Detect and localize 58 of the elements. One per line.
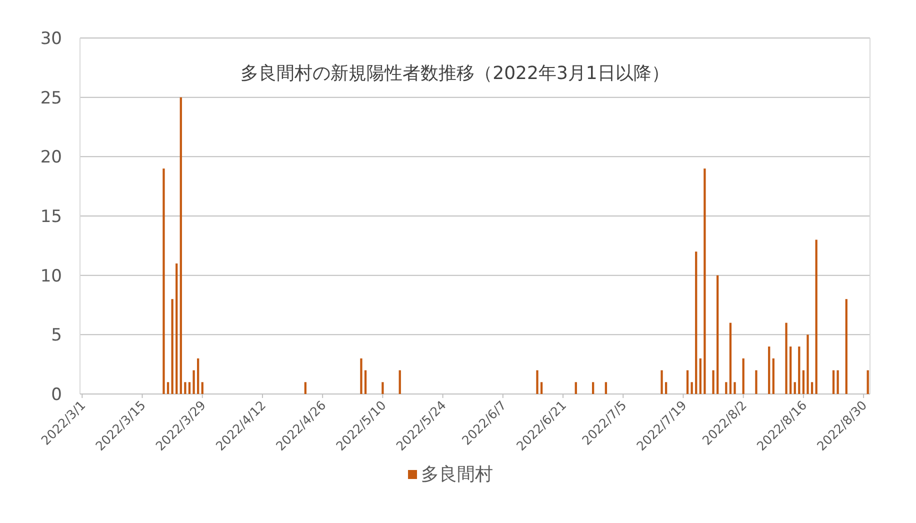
- bar: [845, 299, 848, 394]
- bar: [725, 382, 728, 394]
- bar: [815, 240, 818, 394]
- bar: [712, 370, 714, 394]
- bar: [304, 382, 306, 394]
- bar: [166, 382, 170, 394]
- bar: [734, 382, 736, 394]
- y-tick-label: 5: [51, 326, 62, 346]
- bar: [592, 382, 594, 394]
- bar: [382, 382, 384, 394]
- bar: [686, 370, 689, 394]
- y-tick-label: 15: [40, 207, 62, 227]
- y-tick-label: 20: [40, 148, 62, 168]
- bar: [604, 382, 608, 394]
- bar: [364, 370, 367, 394]
- bar: [742, 358, 744, 394]
- bar: [789, 346, 792, 394]
- y-tick-label: 30: [40, 29, 62, 49]
- bar: [836, 370, 839, 394]
- bar: [802, 370, 805, 394]
- bar: [398, 370, 401, 394]
- bar: [806, 334, 809, 394]
- legend: 多良間村: [408, 464, 493, 485]
- bar: [188, 382, 191, 394]
- bar: [699, 358, 702, 394]
- bar: [704, 168, 706, 394]
- bar: [184, 382, 186, 394]
- bar: [180, 97, 182, 394]
- bar: [201, 382, 204, 394]
- bar: [162, 168, 165, 394]
- bar: [660, 370, 663, 394]
- bar: [695, 252, 698, 394]
- bar: [794, 382, 796, 394]
- bar: [785, 322, 788, 394]
- bar: [772, 358, 774, 394]
- bar: [716, 275, 719, 394]
- bar: [171, 299, 174, 394]
- bar: [192, 370, 195, 394]
- y-tick-label: 0: [51, 385, 62, 405]
- bar: [798, 346, 800, 394]
- bar: [196, 358, 200, 394]
- bar: [690, 382, 693, 394]
- bar: [574, 382, 577, 394]
- bar: [360, 358, 362, 394]
- text: 多良間村の新規陽性者数推移（2022年3月1日以降）: [240, 63, 670, 84]
- bar: [755, 370, 758, 394]
- y-tick-label: 25: [40, 88, 62, 108]
- bar: [664, 382, 668, 394]
- bar: [536, 370, 538, 394]
- bar: [729, 322, 732, 394]
- bar: [540, 382, 543, 394]
- bar: [832, 370, 835, 394]
- legend-label: 多良間村: [421, 464, 493, 485]
- y-tick-label: 10: [40, 266, 62, 286]
- bar: [866, 370, 869, 394]
- bar: [810, 382, 814, 394]
- bar: [768, 346, 770, 394]
- bar: [176, 263, 178, 394]
